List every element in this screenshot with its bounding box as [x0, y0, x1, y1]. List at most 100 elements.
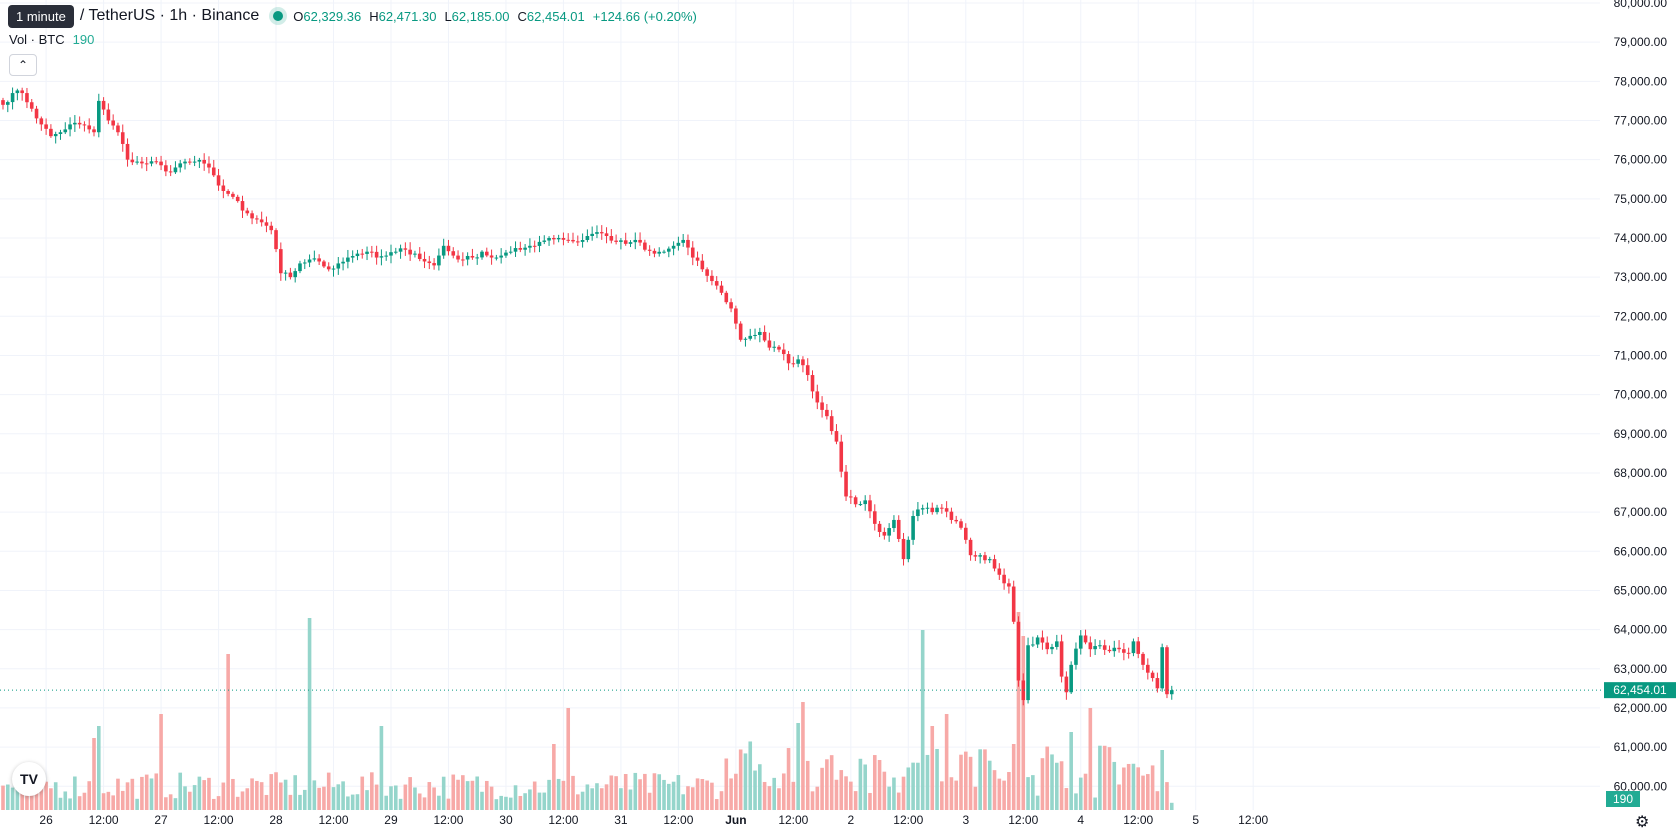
- candle: [494, 254, 499, 261]
- volume-bar: [183, 786, 187, 810]
- candle-body: [499, 255, 503, 258]
- price-tick-label: 73,000.00: [1614, 270, 1668, 284]
- volume-bar: [116, 778, 120, 810]
- volume-bar: [441, 776, 446, 810]
- candle: [255, 215, 259, 224]
- candle-body: [398, 248, 403, 252]
- candle-body: [1021, 680, 1026, 701]
- candle: [34, 105, 39, 124]
- volume-bar: [1136, 767, 1141, 810]
- volume-bar: [446, 798, 451, 810]
- price-tick-label: 68,000.00: [1614, 466, 1668, 480]
- volume-bar: [408, 777, 412, 810]
- candle: [63, 122, 68, 135]
- candle: [154, 156, 159, 165]
- candle-body: [556, 237, 561, 240]
- candle: [15, 88, 20, 101]
- candle: [68, 117, 72, 137]
- candle-body: [786, 354, 791, 364]
- candle-body: [662, 251, 666, 253]
- candle-body: [834, 431, 839, 442]
- candle: [585, 229, 590, 243]
- candle-body: [614, 240, 618, 242]
- candle-body: [542, 240, 547, 242]
- candle-body: [494, 257, 499, 259]
- candle: [1093, 639, 1097, 656]
- candle-body: [810, 375, 815, 392]
- volume-bar: [748, 741, 753, 810]
- candle-body: [887, 528, 891, 536]
- candle: [528, 238, 532, 253]
- candle-body: [1169, 690, 1174, 695]
- candle-body: [820, 402, 824, 410]
- gear-icon[interactable]: ⚙: [1635, 814, 1650, 831]
- volume-bar: [844, 776, 848, 810]
- volume-bar: [882, 771, 887, 810]
- volume-bars: [1, 612, 1174, 810]
- candle: [772, 341, 776, 352]
- candle: [954, 515, 959, 524]
- candle-body: [264, 222, 269, 226]
- volume-bar: [1011, 744, 1016, 810]
- volume-bar: [983, 749, 987, 810]
- candle: [125, 138, 130, 167]
- candle: [1150, 670, 1155, 682]
- volume-bar: [494, 799, 499, 810]
- volume-bar: [1050, 754, 1054, 810]
- candle-body: [1117, 647, 1121, 650]
- volume-bar: [1035, 795, 1040, 810]
- candle-body: [1, 100, 5, 105]
- volume-bar: [379, 726, 384, 810]
- candle: [211, 159, 216, 178]
- volume-bar: [547, 779, 551, 810]
- candle-body: [853, 497, 858, 505]
- candle: [398, 244, 403, 259]
- candle: [872, 504, 877, 531]
- candle: [207, 156, 211, 174]
- candle: [916, 502, 920, 522]
- candle-body: [940, 507, 944, 509]
- price-tick-label: 62,000.00: [1614, 701, 1668, 715]
- candle-body: [547, 237, 551, 241]
- candle: [997, 563, 1002, 580]
- candle-body: [1126, 652, 1131, 654]
- candle-body: [949, 511, 954, 520]
- volume-bar: [901, 776, 906, 810]
- collapse-legend-button[interactable]: ⌃: [9, 54, 37, 76]
- candle-body: [753, 334, 757, 336]
- volume-bar: [925, 754, 930, 810]
- candle: [221, 179, 226, 199]
- time-tick-label: Jun: [725, 813, 746, 827]
- candle-body: [987, 559, 992, 561]
- candle-body: [724, 292, 729, 303]
- candle: [293, 268, 297, 283]
- volume-bar: [480, 791, 484, 810]
- tradingview-logo-icon[interactable]: TV: [12, 762, 46, 796]
- volume-bar: [326, 772, 331, 810]
- volume-bar: [389, 786, 393, 810]
- volume-bar: [523, 793, 527, 810]
- candle: [427, 255, 432, 270]
- volume-bar: [839, 770, 844, 810]
- volume-bar: [15, 782, 20, 810]
- candle-body: [1165, 647, 1169, 695]
- candle: [1165, 645, 1169, 699]
- volume-bar: [1107, 747, 1112, 810]
- volume-bar: [623, 774, 628, 810]
- candle: [1169, 685, 1174, 700]
- candle: [839, 434, 844, 478]
- candle-body: [317, 258, 321, 262]
- symbol-title[interactable]: / TetherUS · 1h · Binance: [79, 7, 260, 24]
- candle: [235, 194, 240, 203]
- volume-bar: [1021, 636, 1026, 810]
- volume-bar: [724, 758, 729, 810]
- candle: [441, 238, 446, 259]
- candle: [786, 350, 791, 371]
- volume-bar: [643, 773, 647, 810]
- candle-body: [417, 253, 422, 259]
- candle-body: [1007, 583, 1011, 587]
- candle: [690, 241, 695, 266]
- candle: [662, 249, 666, 254]
